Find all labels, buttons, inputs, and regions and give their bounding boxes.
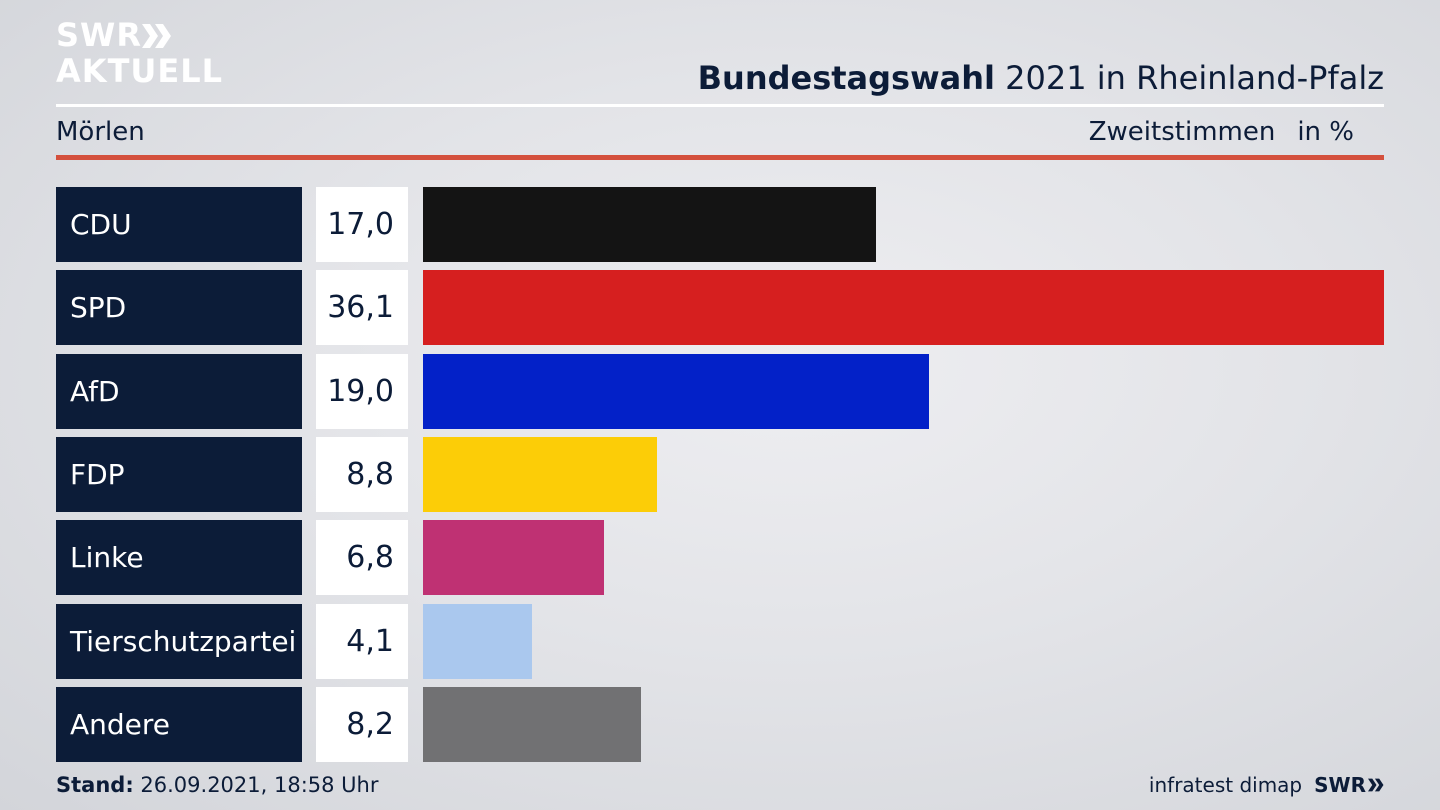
chevrons-icon [142, 24, 171, 48]
bar [423, 520, 604, 595]
measure-text: Zweitstimmen [1088, 117, 1276, 147]
source-credit: infratest dimap SWR [1149, 770, 1384, 800]
party-label: SPD [56, 270, 302, 345]
swr-brand-text: SWR [1314, 773, 1366, 797]
bar [423, 437, 657, 512]
value-label: 17,0 [316, 187, 408, 262]
bar-row-cdu: CDU 17,0 [56, 187, 1384, 262]
accent-divider [56, 155, 1384, 160]
bar-row-linke: Linke 6,8 [56, 520, 1384, 595]
party-label: Linke [56, 520, 302, 595]
logo-swr-text: SWR [56, 16, 142, 54]
bar-row-tierschutzpartei: Tierschutzpartei 4,1 [56, 604, 1384, 679]
bar-row-spd: SPD 36,1 [56, 270, 1384, 345]
unit-text: in % [1297, 117, 1354, 147]
bar-row-andere: Andere 8,2 [56, 687, 1384, 762]
chart-title: Bundestagswahl 2021 in Rheinland-Pfalz [698, 56, 1384, 100]
bar [423, 604, 532, 679]
swr-aktuell-logo: SWR AKTUELL [56, 18, 226, 90]
header-divider [56, 104, 1384, 107]
value-label: 6,8 [316, 520, 408, 595]
party-label: FDP [56, 437, 302, 512]
bar-row-afd: AfD 19,0 [56, 354, 1384, 429]
party-label: Andere [56, 687, 302, 762]
party-label: Tierschutzpartei [56, 604, 302, 679]
value-label: 4,1 [316, 604, 408, 679]
source-text: infratest dimap [1148, 773, 1303, 797]
bar [423, 354, 929, 429]
value-label: 36,1 [316, 270, 408, 345]
measure-label: Zweitstimmen in % [1089, 114, 1354, 150]
location-label: Mörlen [56, 117, 145, 147]
title-bold: Bundestagswahl [697, 59, 995, 97]
party-label: CDU [56, 187, 302, 262]
chevrons-icon [1368, 778, 1384, 792]
bar-row-fdp: FDP 8,8 [56, 437, 1384, 512]
value-label: 19,0 [316, 354, 408, 429]
title-rest: 2021 in Rheinland-Pfalz [995, 59, 1384, 97]
bar [423, 187, 876, 262]
party-label: AfD [56, 354, 302, 429]
bar [423, 270, 1384, 345]
stand-label: Stand: [56, 773, 134, 797]
value-label: 8,2 [316, 687, 408, 762]
value-label: 8,8 [316, 437, 408, 512]
timestamp: Stand: 26.09.2021, 18:58 Uhr [56, 770, 379, 800]
logo-aktuell-text: AKTUELL [56, 52, 224, 90]
bar [423, 687, 641, 762]
stand-value: 26.09.2021, 18:58 Uhr [133, 773, 379, 797]
